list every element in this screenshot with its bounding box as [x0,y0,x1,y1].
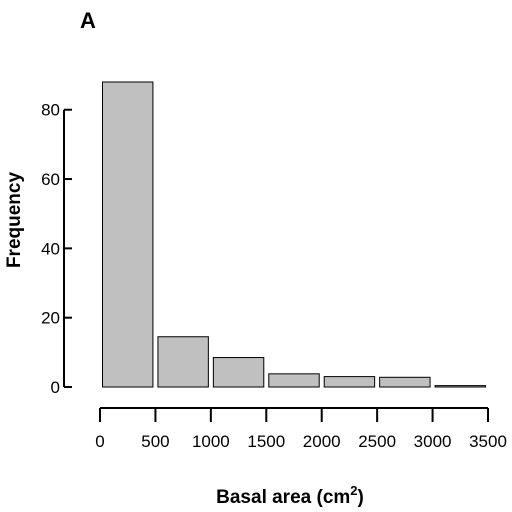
panel-label: A [80,8,96,33]
x-tick-label-6: 3000 [414,432,452,451]
x-tick-label-7: 3500 [469,432,507,451]
y-tick-label-4: 80 [41,101,60,120]
histogram-bar-3 [268,373,320,388]
y-axis: 0 20 40 60 80 [41,101,72,397]
x-tick-label-4: 2000 [303,432,341,451]
y-tick-label-3: 60 [41,170,60,189]
x-tick-label-5: 2500 [358,432,396,451]
histogram-bar-5 [379,376,431,388]
histogram-bar-1 [157,336,209,388]
y-tick-label-1: 20 [41,309,60,328]
histogram-bar-0 [102,81,154,388]
y-axis-title: Frequency [4,172,25,269]
histogram-bar-6 [434,385,487,388]
x-tick-label-2: 1000 [192,432,230,451]
y-tick-label-2: 40 [41,239,60,258]
x-axis: 0 500 1000 1500 2000 2500 3000 3500 [95,407,507,451]
histogram-bar-2 [212,357,265,388]
bars-group [102,81,487,388]
x-tick-label-0: 0 [95,432,104,451]
y-tick-label-0: 0 [51,378,60,397]
x-axis-title: Basal area (cm2) [216,483,364,508]
x-axis-title-suffix: ) [358,487,364,508]
x-axis-title-superscript: 2 [350,483,357,498]
x-tick-label-1: 500 [141,432,169,451]
histogram-bar-4 [323,376,376,388]
x-tick-label-3: 1500 [247,432,285,451]
x-axis-title-text: Basal area (cm [216,487,350,508]
